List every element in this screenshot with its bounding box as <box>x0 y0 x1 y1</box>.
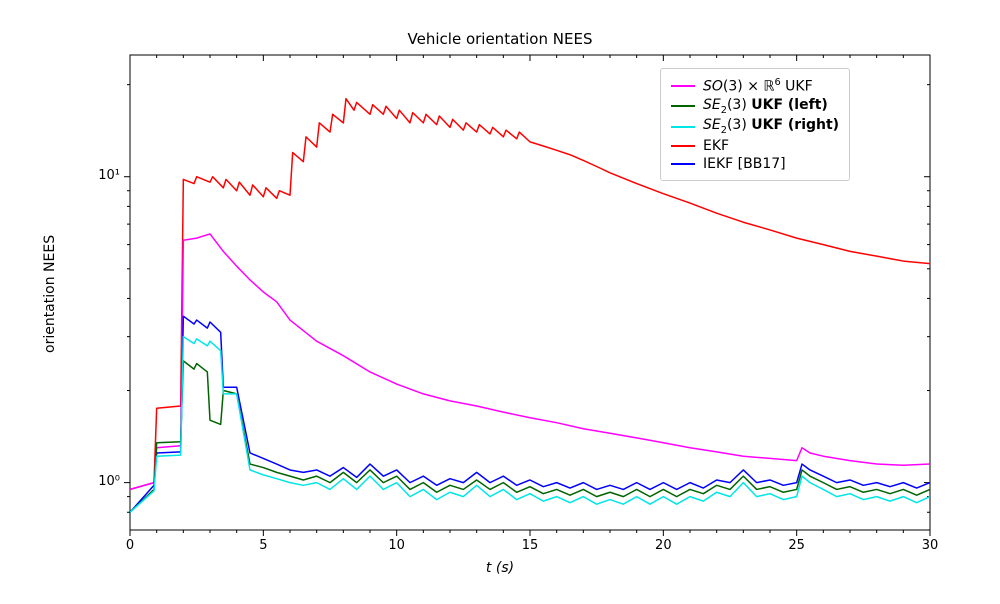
legend: SO(3) × ℝ6 UKF SE2(3) UKF (left)SE2(3) UK… <box>660 68 850 181</box>
chart-container: Vehicle orientation NEES orientation NEE… <box>0 0 1000 600</box>
legend-item: SE2(3) UKF (left) <box>671 97 839 116</box>
y-axis-label: orientation NEES <box>42 233 58 353</box>
x-tick-label: 10 <box>385 538 409 553</box>
legend-item: SO(3) × ℝ6 UKF <box>671 77 839 95</box>
legend-item: SE2(3) UKF (right) <box>671 117 839 136</box>
x-tick-label: 30 <box>918 538 942 553</box>
legend-swatch <box>671 105 695 107</box>
y-tick-label: 10¹ <box>98 168 120 183</box>
x-axis-label: t (s) <box>0 560 1000 576</box>
x-tick-label: 15 <box>518 538 542 553</box>
x-tick-label: 25 <box>785 538 809 553</box>
legend-label: EKF <box>703 138 729 154</box>
chart-title: Vehicle orientation NEES <box>0 30 1000 48</box>
legend-swatch <box>671 85 695 87</box>
legend-swatch <box>671 163 695 165</box>
x-tick-label: 5 <box>251 538 275 553</box>
legend-swatch <box>671 145 695 147</box>
legend-item: IEKF [BB17] <box>671 156 839 172</box>
x-tick-label: 20 <box>651 538 675 553</box>
legend-label: IEKF [BB17] <box>703 156 786 172</box>
y-tick-label: 10⁰ <box>98 474 120 489</box>
legend-label: SE2(3) UKF (right) <box>703 117 839 136</box>
legend-item: EKF <box>671 138 839 154</box>
legend-label: SE2(3) UKF (left) <box>703 97 828 116</box>
legend-label: SO(3) × ℝ6 UKF <box>703 77 813 95</box>
legend-swatch <box>671 126 695 128</box>
x-tick-label: 0 <box>118 538 142 553</box>
x-axis-label-text: t <box>486 560 492 576</box>
